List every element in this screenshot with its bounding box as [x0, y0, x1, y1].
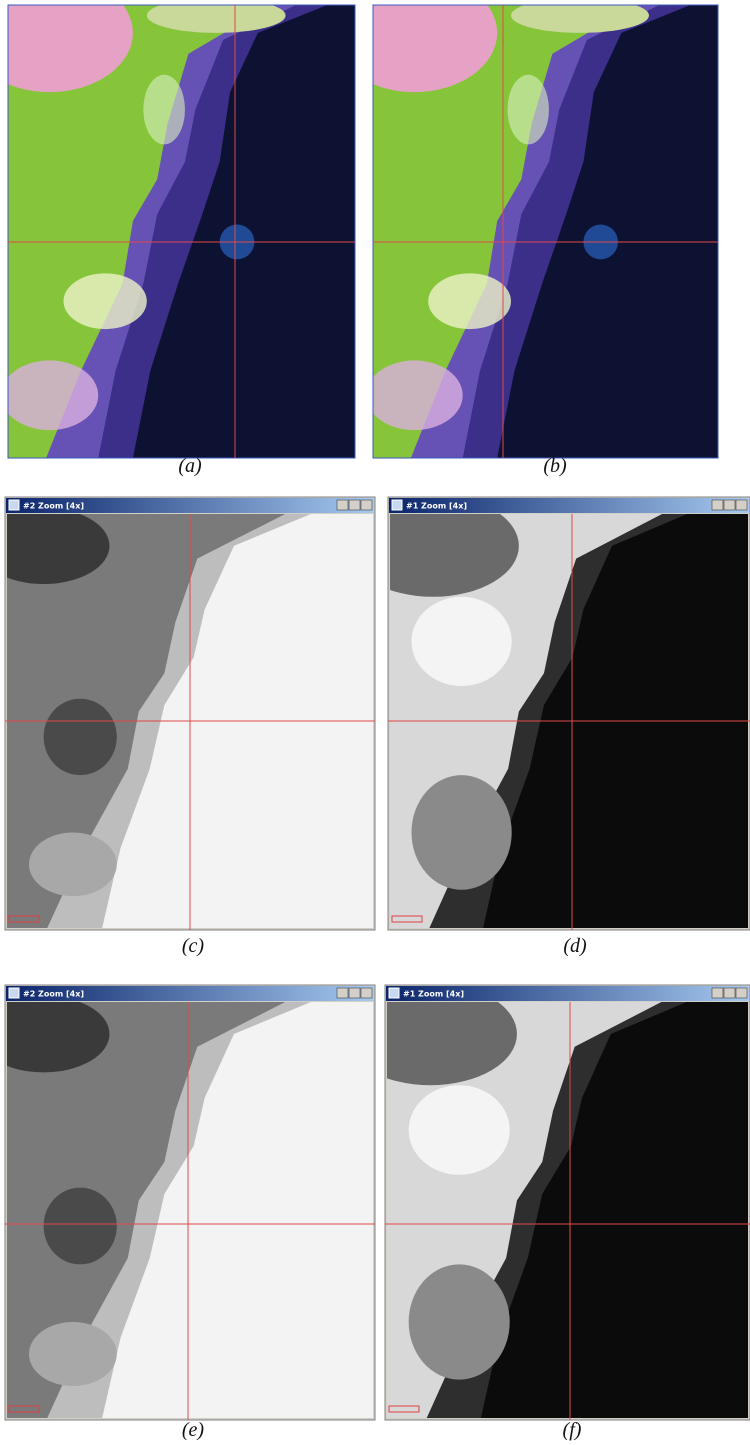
bright-area — [409, 1085, 510, 1175]
window-button — [361, 988, 372, 998]
panel: #2 Zoom [4x] — [0, 497, 375, 930]
bright-area — [411, 597, 511, 686]
pale-patch — [64, 273, 147, 329]
window-button — [337, 988, 348, 998]
panel: #1 Zoom [4x] — [344, 983, 750, 1420]
panel — [0, 0, 355, 458]
window-button — [724, 988, 735, 998]
panel: #1 Zoom [4x] — [347, 495, 750, 930]
window-button — [712, 500, 723, 510]
window-button — [724, 500, 735, 510]
panel-label: (c) — [182, 935, 205, 957]
dark-patch — [44, 1188, 117, 1265]
light-patch — [29, 1322, 117, 1386]
satellite-image — [344, 983, 748, 1418]
window-button — [337, 500, 348, 510]
satellite-image — [332, 0, 718, 458]
satellite-image — [347, 495, 748, 928]
panel-label: (b) — [543, 455, 567, 477]
window-button — [736, 500, 747, 510]
panel-label: (f) — [563, 1419, 582, 1441]
satellite-image — [0, 996, 373, 1418]
window-icon — [9, 988, 19, 998]
panel-label: (e) — [182, 1419, 205, 1441]
window-title: #2 Zoom [4x] — [23, 502, 84, 511]
light-patch — [29, 832, 117, 896]
satellite-image — [0, 508, 373, 928]
window-button — [361, 500, 372, 510]
window-icon — [392, 500, 402, 510]
window-button — [349, 500, 360, 510]
figure: (a) (b) #2 Zoom [4x] (c) #1 Zoom [4x] (d) #2 Z… — [0, 0, 750, 1445]
window-title: #1 Zoom [4x] — [406, 502, 467, 511]
window-title: #1 Zoom [4x] — [403, 990, 464, 999]
dark-patch — [44, 699, 117, 775]
window-title: #2 Zoom [4x] — [23, 990, 84, 999]
window-button — [736, 988, 747, 998]
pale-patch — [1, 360, 98, 430]
gray-area — [409, 1264, 510, 1379]
satellite-image — [0, 0, 355, 458]
panel-label: (d) — [563, 935, 587, 957]
pale-patch — [143, 75, 185, 145]
panel-label: (a) — [178, 455, 202, 477]
pale-patch — [428, 273, 511, 329]
panel — [332, 0, 718, 458]
window-button — [349, 988, 360, 998]
panel: #2 Zoom [4x] — [0, 985, 375, 1420]
window-button — [712, 988, 723, 998]
pale-patch — [508, 75, 549, 145]
window-icon — [9, 500, 19, 510]
window-icon — [389, 988, 399, 998]
gray-area — [411, 775, 511, 890]
pale-patch — [366, 360, 463, 430]
